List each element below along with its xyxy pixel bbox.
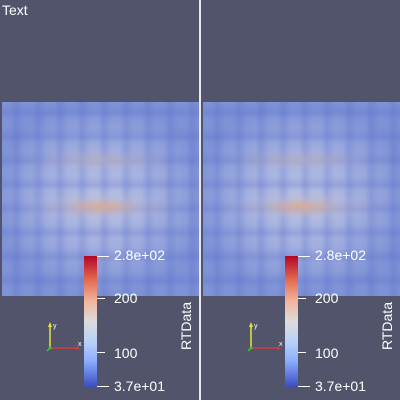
colorbar-tick-min	[97, 386, 109, 387]
axis-origin	[48, 346, 52, 350]
colorbar-label-100: 100	[315, 345, 339, 361]
axis-x-label: x	[279, 341, 283, 348]
colorbar-tick-max	[298, 256, 310, 257]
colorbar-title: RTData	[178, 302, 194, 350]
text-annotation: Text	[2, 2, 28, 18]
colorbar-gradient	[285, 256, 298, 387]
render-view-left[interactable]: Text 2.8e+02 200 100 3.7e+01 RTData y x	[0, 0, 199, 400]
render-view-right[interactable]: 2.8e+02 200 100 3.7e+01 RTData y x	[201, 0, 400, 400]
axis-y-arrow	[48, 322, 52, 327]
colorbar-label-200: 200	[114, 290, 138, 306]
view-splitter[interactable]	[199, 0, 201, 400]
colorbar-tick-100	[97, 352, 105, 353]
colorbar-tick-200	[298, 298, 306, 299]
axis-y-label: y	[254, 323, 258, 330]
colorbar-title: RTData	[379, 302, 395, 350]
colorbar-gradient	[84, 256, 97, 387]
colorbar-label-min: 3.7e+01	[315, 378, 366, 394]
colorbar-tick-200	[97, 298, 105, 299]
rtdata-slice-image	[203, 102, 400, 296]
colorbar-tick-100	[298, 352, 306, 353]
axis-x-label: x	[78, 341, 82, 348]
rtdata-slice-image	[2, 102, 199, 296]
axis-y-arrow	[249, 322, 253, 327]
axis-x-arrow	[277, 346, 281, 350]
colorbar-label-max: 2.8e+02	[114, 247, 165, 263]
colorbar-tick-max	[97, 256, 109, 257]
axis-origin	[249, 346, 253, 350]
orientation-axes: y x	[46, 322, 82, 352]
colorbar-label-100: 100	[114, 345, 138, 361]
axis-y-label: y	[53, 323, 57, 330]
orientation-axes: y x	[247, 322, 283, 352]
colorbar-tick-min	[298, 386, 310, 387]
axis-x-arrow	[76, 346, 80, 350]
colorbar-label-min: 3.7e+01	[114, 378, 165, 394]
colorbar-label-200: 200	[315, 290, 339, 306]
colorbar-label-max: 2.8e+02	[315, 247, 366, 263]
